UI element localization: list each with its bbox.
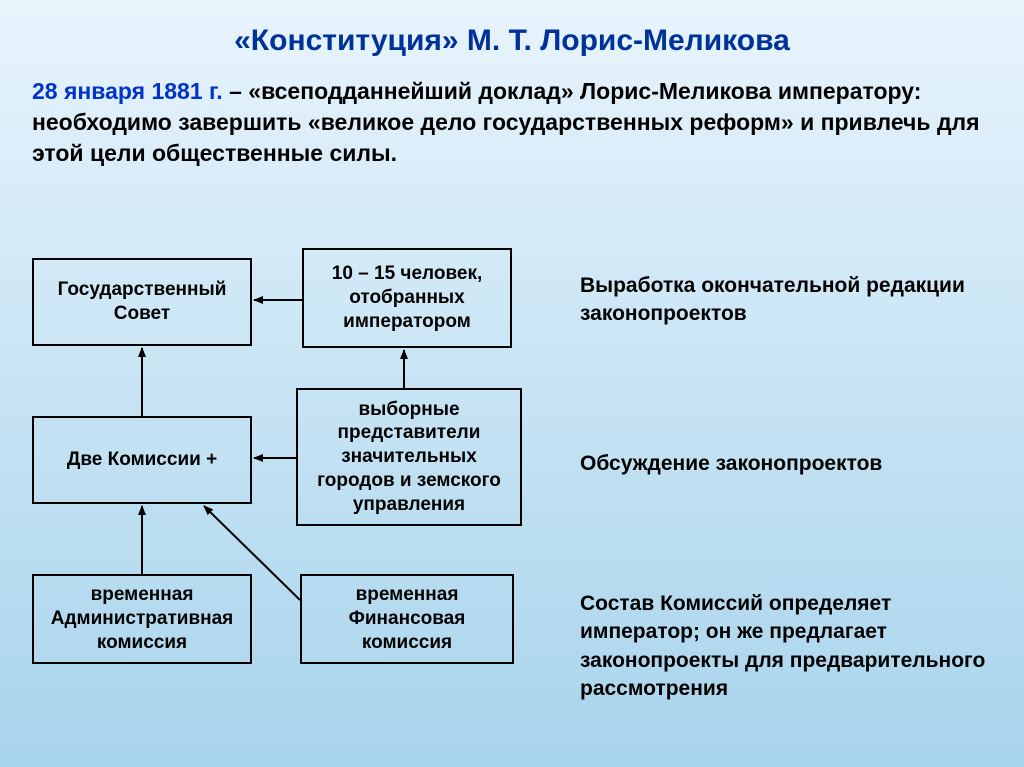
node-selected: 10 – 15 человек, отобранных императором: [302, 248, 512, 348]
intro-paragraph: 28 января 1881 г. – «всеподданнейший док…: [32, 76, 992, 169]
node-fin: временная Финансовая комиссия: [300, 574, 514, 664]
intro-date: 28 января 1881 г.: [32, 78, 223, 104]
side-text-1: Обсуждение законопроектов: [580, 450, 882, 478]
node-label: временная Финансовая комиссия: [310, 583, 504, 654]
node-label: временная Административная комиссия: [42, 583, 242, 654]
node-label: выборные представители значительных горо…: [306, 398, 512, 517]
node-label: Две Комиссии +: [67, 448, 217, 472]
node-admin: временная Административная комиссия: [32, 574, 252, 664]
node-two_comm: Две Комиссии +: [32, 416, 252, 504]
node-reps: выборные представители значительных горо…: [296, 388, 522, 526]
node-label: 10 – 15 человек, отобранных императором: [312, 262, 502, 333]
diagram-area: Государственный Совет 10 – 15 человек, от…: [32, 240, 562, 740]
node-gos_soviet: Государственный Совет: [32, 258, 252, 346]
side-text-2: Состав Комиссий определяет император; он…: [580, 590, 990, 703]
slide: «Конституция» М. Т. Лорис-Меликова 28 ян…: [0, 0, 1024, 767]
node-label: Государственный Совет: [42, 278, 242, 326]
slide-title: «Конституция» М. Т. Лорис-Меликова: [32, 24, 992, 58]
side-text-0: Выработка окончательной редакции законоп…: [580, 272, 990, 329]
